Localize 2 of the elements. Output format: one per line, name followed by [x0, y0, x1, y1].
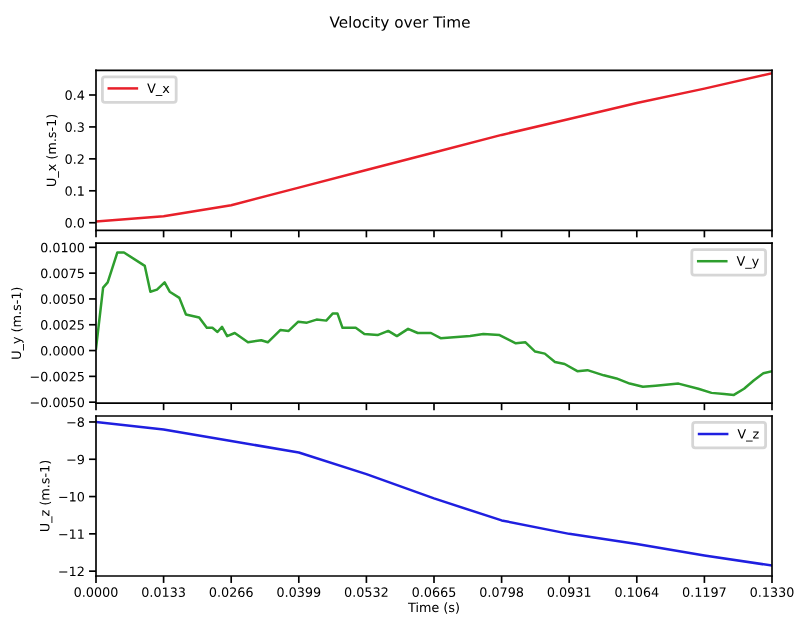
- line-series: [96, 251, 772, 397]
- line-series: [96, 420, 772, 567]
